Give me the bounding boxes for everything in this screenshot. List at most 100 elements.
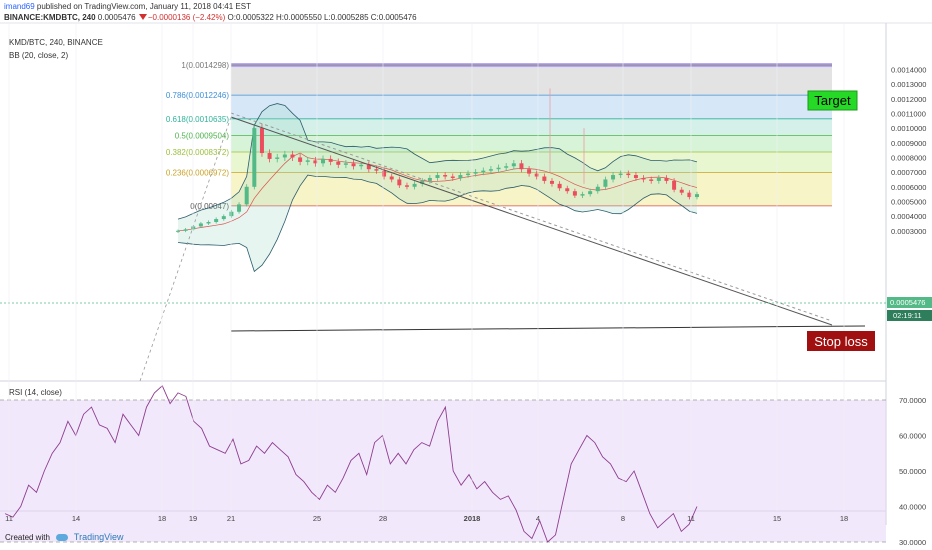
time-tick: 28	[379, 514, 387, 523]
candle-body	[695, 194, 699, 198]
candle-body	[687, 192, 692, 198]
axes: 0.0014000 0.0013000 0.0012000 0.0011000 0.00…	[5, 23, 932, 547]
fib-zone-0	[231, 172, 832, 206]
created-with-text: Created with	[5, 532, 50, 542]
price-tick: 0.0008000	[891, 153, 926, 162]
candle-body	[366, 164, 371, 170]
author-link[interactable]: imand69	[4, 2, 35, 11]
candle-body	[290, 154, 295, 158]
candle-body	[641, 177, 646, 180]
candle-body	[343, 163, 348, 165]
time-tick: 8	[621, 514, 625, 523]
candle-body	[221, 216, 226, 220]
candle-body	[603, 179, 608, 187]
candle-body	[580, 194, 585, 196]
rsi-line	[4, 385, 698, 543]
candle-body	[321, 158, 326, 164]
candle-body	[282, 154, 287, 158]
target-label: Target	[814, 93, 851, 108]
candle-body	[198, 223, 203, 227]
price-tick: 0.0010000	[891, 124, 926, 133]
candle-body	[237, 204, 242, 212]
fib-label-0.618: 0.618(0.0010635)	[166, 115, 230, 124]
fib-zone-0.5	[231, 118, 832, 136]
candle-body	[183, 229, 188, 231]
fib-label-0.382: 0.382(0.0008372)	[166, 148, 230, 157]
candle-body	[305, 160, 310, 162]
bb-legend[interactable]: BB (20, close, 2)	[9, 51, 69, 60]
main-legend[interactable]: KMD/BTC, 240, BINANCE	[9, 38, 103, 47]
fib-anchor-line	[139, 116, 232, 382]
candle-body	[527, 169, 532, 174]
candle-body	[466, 173, 471, 176]
candle-body	[450, 176, 455, 178]
candle-body	[259, 128, 264, 154]
fib-label-0.236: 0.236(0.0006972)	[166, 169, 230, 178]
rsi-tick: 70.0000	[899, 396, 926, 405]
publish-info: imand69 published on TradingView.com, Ja…	[4, 2, 251, 11]
fib-label-0: 0(0.00047)	[190, 202, 229, 211]
tradingview-logo-icon	[55, 533, 68, 541]
candle-body	[557, 183, 562, 189]
candle-body	[595, 186, 600, 192]
candle-body	[496, 167, 501, 170]
candle-body	[588, 191, 593, 195]
candle-body	[519, 163, 524, 170]
target-box	[807, 90, 858, 111]
price-tick: 0.0006000	[891, 183, 926, 192]
symbol-name: BINANCE:KMDBTC, 240	[4, 13, 96, 22]
candle-body	[656, 177, 661, 181]
time-tick: 18	[158, 514, 166, 523]
candle-body	[633, 175, 638, 178]
candle-body	[298, 157, 303, 162]
candle-body	[435, 175, 440, 178]
candle-body	[549, 180, 554, 184]
down-arrow-icon	[138, 14, 147, 20]
ohlc-values: O:0.0005322 H:0.0005550 L:0.0005285 C:0.…	[227, 13, 417, 22]
candle-body	[511, 163, 516, 167]
price-change: −0.0000136 (−2.42%)	[147, 13, 226, 22]
footer: Created with TradingView	[5, 532, 123, 542]
publish-text: published on TradingView.com, January 11…	[34, 2, 251, 11]
rsi-tick: 40.0000	[899, 503, 926, 512]
candle-body	[618, 173, 623, 176]
candle-body	[374, 169, 379, 171]
candle-body	[679, 189, 684, 193]
candle-body	[672, 180, 677, 190]
time-tick: 2018	[464, 514, 481, 523]
candle-body	[458, 175, 463, 178]
time-tick: 19	[189, 514, 197, 523]
fib-label-0.786: 0.786(0.0012246)	[166, 91, 230, 100]
candle-body	[427, 177, 432, 181]
support-trendline	[230, 325, 866, 332]
price-tick: 0.0013000	[891, 80, 926, 89]
rsi-legend[interactable]: RSI (14, close)	[9, 388, 62, 397]
candle-body	[534, 173, 539, 177]
candle-body	[382, 170, 387, 177]
stop-loss-label: Stop loss	[814, 334, 868, 349]
main-pane: 1(0.0014298) 0.786(0.0012246) 0.618(0.0010…	[0, 61, 886, 382]
candle-body	[267, 153, 272, 159]
candle-body	[488, 169, 493, 171]
time-tick: 14	[72, 514, 80, 523]
candle-body	[412, 183, 417, 187]
candle-body	[611, 175, 616, 180]
time-tick: 25	[313, 514, 321, 523]
tradingview-brand[interactable]: TradingView	[73, 532, 124, 542]
rsi-band-fill	[0, 400, 886, 542]
dashed-trendline	[230, 112, 833, 322]
candle-body	[176, 230, 180, 232]
overlays: Target Stop loss	[807, 90, 875, 351]
stop-loss-box	[807, 331, 875, 351]
time-tick: 4	[536, 514, 540, 523]
bb-basis	[177, 152, 698, 232]
candle-body	[351, 163, 356, 167]
rsi-tick: 50.0000	[899, 467, 926, 476]
candle-body	[626, 173, 631, 176]
candle-body	[275, 157, 280, 159]
last-price: 0.0005476	[97, 13, 136, 22]
price-tick: 0.0011000	[891, 109, 926, 118]
resistance-trendline	[230, 116, 833, 326]
countdown-tag	[887, 310, 932, 321]
